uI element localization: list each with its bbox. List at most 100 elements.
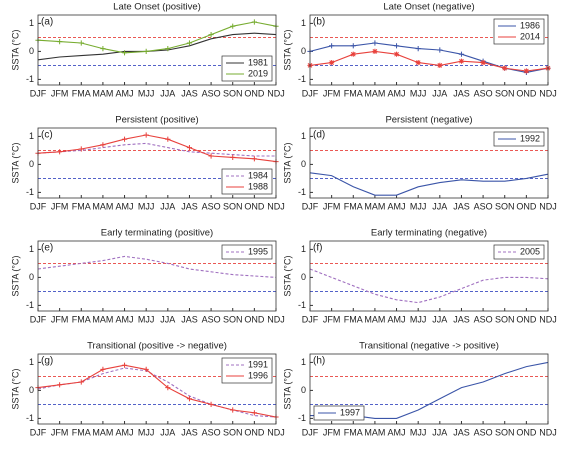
x-tick-label: FMA [72, 427, 91, 437]
x-tick-label: JFM [323, 201, 341, 211]
point-marker [523, 68, 529, 74]
x-tick-label: JJA [432, 88, 447, 98]
series-line [37, 364, 277, 418]
x-tick-label: ASO [202, 427, 221, 437]
x-tick-label: SON [495, 314, 515, 324]
x-tick-label: DJF [302, 88, 319, 98]
legend-label: 1986 [520, 20, 540, 30]
x-tick-label: JFM [323, 427, 341, 437]
legend-box [493, 18, 545, 45]
x-tick-label: OND [516, 427, 537, 437]
x-tick-label: OND [244, 427, 265, 437]
x-tick-label: OND [244, 201, 265, 211]
x-tick-label: NDJ [539, 88, 557, 98]
point-marker [251, 19, 257, 25]
x-tick-label: DJF [302, 427, 319, 437]
point-marker [208, 401, 214, 407]
x-tick-label: MAM [92, 88, 113, 98]
point-marker [393, 43, 400, 49]
x-tick-label: JFM [323, 314, 341, 324]
y-tick-label: 0 [301, 46, 306, 56]
x-tick-label: SON [495, 201, 515, 211]
point-marker [393, 51, 400, 57]
point-marker [165, 136, 171, 142]
point-marker [100, 366, 106, 372]
series-line [37, 32, 277, 61]
x-tick-label: JFM [51, 314, 69, 324]
legend-box [493, 131, 545, 147]
y-tick-label: 1 [301, 357, 306, 367]
y-tick-label: -1 [26, 413, 34, 423]
x-tick-label: MJJ [410, 314, 427, 324]
point-marker [57, 382, 63, 388]
plot-frame [309, 240, 549, 312]
series-line [37, 134, 277, 163]
point-marker [186, 396, 193, 402]
x-tick-label: JJA [160, 88, 175, 98]
point-marker [350, 43, 356, 49]
x-tick-label: DJF [30, 201, 47, 211]
y-axis-label: SSTA (°C) [10, 143, 20, 184]
x-tick-label: JFM [51, 201, 69, 211]
panel-label: (h) [313, 356, 325, 367]
x-tick-label: NDJ [267, 427, 285, 437]
series-line [309, 268, 549, 304]
x-tick-label: AMJ [388, 201, 406, 211]
y-axis-label: SSTA (°C) [10, 369, 20, 410]
x-tick-label: OND [244, 88, 265, 98]
x-tick-label: MJJ [138, 88, 155, 98]
x-tick-label: AMJ [388, 314, 406, 324]
point-marker [415, 46, 421, 52]
point-marker [186, 40, 193, 46]
panel-label: (g) [41, 356, 53, 367]
point-marker [372, 40, 378, 46]
point-marker [143, 48, 149, 54]
x-tick-label: ASO [202, 201, 221, 211]
point-marker [78, 40, 84, 46]
panel-label: (c) [41, 130, 53, 141]
point-marker [329, 60, 335, 66]
point-marker [415, 60, 421, 66]
y-tick-label: -1 [298, 187, 306, 197]
panel-label: (d) [313, 130, 325, 141]
legend-box [221, 55, 273, 82]
point-marker [78, 379, 84, 385]
x-tick-label: MAM [92, 427, 113, 437]
y-tick-label: 0 [301, 159, 306, 169]
legend-label: 1991 [248, 359, 268, 369]
x-tick-label: AMJ [388, 88, 406, 98]
chart-title: Persistent (negative) [385, 115, 472, 126]
x-tick-label: JFM [51, 427, 69, 437]
point-marker [437, 47, 443, 53]
x-tick-label: ASO [474, 427, 493, 437]
point-marker [251, 156, 257, 162]
x-tick-label: MJJ [138, 314, 155, 324]
series-line [37, 255, 277, 278]
point-marker [208, 153, 214, 159]
chart-title: Late Onset (negative) [383, 2, 474, 13]
plot-frame [309, 14, 549, 86]
x-tick-label: JAS [453, 88, 470, 98]
x-tick-label: JAS [453, 427, 470, 437]
y-tick-label: -1 [26, 187, 34, 197]
x-tick-label: OND [244, 314, 265, 324]
x-tick-label: SON [223, 314, 243, 324]
x-tick-label: FMA [344, 88, 363, 98]
x-tick-label: SON [223, 88, 243, 98]
y-tick-label: 1 [29, 18, 34, 28]
point-marker [372, 48, 378, 54]
point-marker [350, 51, 356, 57]
x-tick-label: DJF [30, 427, 47, 437]
series-line [309, 172, 549, 196]
plot-frame [309, 353, 549, 425]
y-tick-label: 0 [29, 272, 34, 282]
x-tick-label: AMJ [116, 88, 134, 98]
point-marker [143, 132, 149, 138]
y-tick-label: 1 [29, 131, 34, 141]
x-tick-label: JJA [160, 314, 175, 324]
y-tick-label: -1 [298, 300, 306, 310]
plot-frame [37, 240, 277, 312]
y-tick-label: -1 [298, 74, 306, 84]
panel-label: (e) [41, 243, 53, 254]
